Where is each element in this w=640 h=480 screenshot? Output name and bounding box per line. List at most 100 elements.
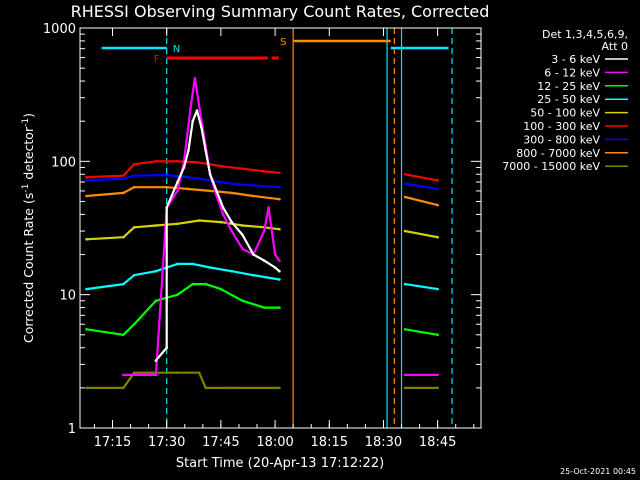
- series-8-point-0-7: [278, 386, 281, 390]
- series-6-point-0-4: [187, 175, 190, 179]
- series-line-6-seg-1: [404, 182, 438, 191]
- plot-frame: [79, 27, 482, 429]
- series-5-point-0-8: [262, 170, 266, 173]
- series-5-point-0-4: [176, 160, 179, 163]
- x-axis: 17:15 17:30 17:45 18:00 18:15 18:30 18:45: [94, 28, 475, 450]
- series-line-2-seg-1: [404, 328, 438, 336]
- legend-header-line2: Att 0: [602, 40, 628, 53]
- series-0-point-0-2: [165, 206, 168, 209]
- series-1-point-0-1: [154, 373, 158, 377]
- series-4-point-0-3: [154, 224, 158, 227]
- legend-header-line1: Det 1,3,4,5,6,9,: [542, 28, 628, 41]
- series-3-point-0-5: [191, 262, 194, 266]
- y-tick-label-0: 1: [68, 422, 76, 437]
- legend-label-1: 6 - 12 keV: [544, 66, 600, 79]
- series-8-point-0-1: [122, 386, 125, 390]
- series-7-point-0-5: [208, 189, 212, 193]
- series-1-point-1-0: [403, 373, 407, 377]
- series-0-point-0-1: [165, 346, 168, 350]
- series-2-point-0-4: [176, 293, 179, 297]
- series-8-point-1-0: [403, 386, 407, 390]
- series-line-8-seg-0: [86, 371, 280, 389]
- x-tick-label-6: 18:45: [419, 435, 456, 450]
- series-2-point-1-1: [436, 333, 439, 337]
- series-line-3-seg-0: [86, 262, 280, 291]
- series-0-point-0-8: [200, 126, 203, 129]
- series-0-point-0-17: [273, 266, 277, 269]
- y-axis-label-part1: Corrected Count Rate (s: [21, 193, 36, 343]
- x-tick-label-1: 17:30: [148, 435, 185, 450]
- series-2-point-0-9: [262, 306, 266, 309]
- series-6-point-1-1: [436, 187, 439, 191]
- series-1-point-0-2: [161, 273, 164, 277]
- series-2-point-0-1: [122, 333, 125, 337]
- series-5-point-0-7: [241, 167, 244, 170]
- series-0-point-0-9: [204, 149, 207, 153]
- series-0-point-0-15: [252, 253, 255, 256]
- series-5-point-1-0: [403, 173, 407, 176]
- series-4-point-0-0: [85, 238, 88, 241]
- series-0-point-0-18: [278, 269, 281, 273]
- x-tick-label-5: 18:30: [365, 435, 402, 450]
- series-2-point-0-7: [219, 287, 223, 291]
- series-2-point-0-0: [85, 328, 88, 331]
- series-1-point-0-16: [262, 229, 266, 233]
- footer-timestamp: 25-Oct-2021 00:45: [560, 467, 636, 476]
- series-line-4-seg-0: [86, 219, 280, 241]
- series-1-point-0-4: [176, 189, 179, 193]
- series-5-point-0-1: [122, 174, 125, 177]
- series-8-point-0-5: [204, 386, 207, 390]
- series-7-point-0-6: [230, 191, 233, 195]
- series-3-point-0-3: [154, 269, 158, 273]
- series-1-point-0-0: [122, 373, 125, 377]
- series-8-point-1-1: [436, 386, 439, 390]
- series-0-point-0-14: [241, 233, 244, 237]
- series-2-point-0-8: [241, 299, 244, 303]
- x-tick-label-0: 17:15: [94, 435, 131, 450]
- x-tick-label-2: 17:45: [202, 435, 239, 450]
- flag-N-label: N: [173, 44, 180, 55]
- y-tick-label-3: 1000: [43, 22, 76, 37]
- x-tick-label-3: 18:00: [256, 435, 293, 450]
- series-6-point-0-7: [252, 184, 255, 187]
- series-2-point-0-2: [132, 322, 136, 326]
- series-7-point-1-1: [436, 203, 439, 207]
- series-7-point-0-8: [278, 197, 281, 201]
- series-1-point-1-1: [436, 373, 439, 377]
- legend-label-6: 300 - 800 keV: [523, 133, 600, 146]
- series-4-point-0-1: [122, 235, 125, 239]
- series-line-4-seg-1: [404, 230, 438, 239]
- y-axis-label-part2: detector: [21, 126, 36, 184]
- series-5-point-0-0: [85, 175, 88, 179]
- series-line-5-seg-0: [86, 160, 280, 179]
- legend-label-3: 25 - 50 keV: [537, 93, 600, 106]
- series-0-point-0-4: [182, 166, 186, 169]
- series-3-point-0-4: [176, 262, 179, 266]
- series-7-point-1-0: [403, 195, 407, 199]
- series-3-point-1-1: [436, 287, 439, 291]
- series-4-point-0-6: [219, 220, 223, 224]
- series-1-point-0-12: [221, 213, 225, 216]
- series-5-point-0-2: [132, 163, 136, 166]
- series-3-point-0-1: [122, 282, 125, 286]
- y-axis-label: Corrected Count Rate (s-1 detector-1): [21, 113, 36, 343]
- series-5-point-0-9: [278, 171, 281, 175]
- series-8-point-0-0: [85, 386, 88, 390]
- series-3-point-0-8: [252, 273, 255, 277]
- y-axis-label-sup2: -1: [21, 118, 31, 127]
- series-1-point-0-6: [189, 107, 192, 110]
- series-7-point-0-3: [165, 185, 168, 189]
- series-1-point-0-14: [241, 247, 244, 251]
- series-0-point-0-11: [215, 189, 218, 193]
- series-4-point-1-0: [403, 229, 407, 233]
- series-2-point-0-5: [191, 282, 194, 286]
- series-line-5-seg-1: [404, 173, 438, 182]
- flag-S-label: S: [280, 37, 286, 48]
- x-axis-label: Start Time (20-Apr-13 17:12:22): [176, 456, 384, 471]
- series-7-point-0-2: [132, 185, 136, 189]
- series-6-point-0-2: [132, 174, 136, 177]
- series-6-point-1-0: [403, 182, 407, 185]
- series-2-point-0-6: [204, 282, 207, 286]
